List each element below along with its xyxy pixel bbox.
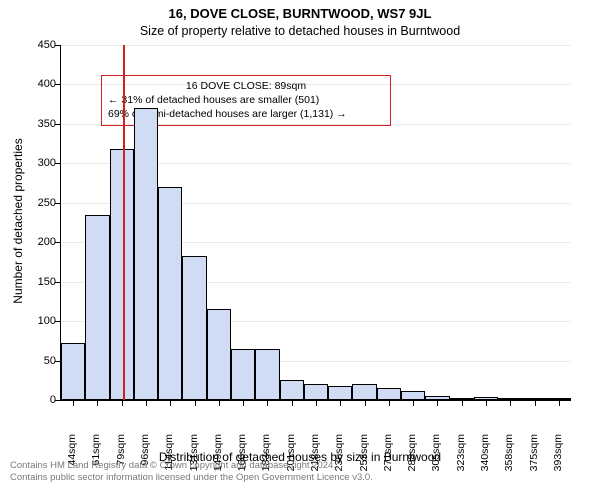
histogram-bar xyxy=(110,149,134,400)
histogram-bar xyxy=(328,386,352,400)
page: 16, DOVE CLOSE, BURNTWOOD, WS7 9JL Size … xyxy=(0,0,600,500)
x-tick xyxy=(170,400,171,406)
x-tick xyxy=(413,400,414,406)
page-subtitle: Size of property relative to detached ho… xyxy=(0,24,600,38)
x-tick xyxy=(243,400,244,406)
x-tick xyxy=(462,400,463,406)
x-tick xyxy=(146,400,147,406)
y-tick-label: 150 xyxy=(6,276,56,288)
credit-text: Contains HM Land Registry data © Crown c… xyxy=(10,460,373,484)
x-tick xyxy=(340,400,341,406)
credit-line-2: Contains public sector information licen… xyxy=(10,472,373,484)
histogram-bar xyxy=(85,215,109,400)
histogram-bar xyxy=(158,187,182,400)
gridline-y xyxy=(61,45,571,46)
x-tick xyxy=(267,400,268,406)
page-title: 16, DOVE CLOSE, BURNTWOOD, WS7 9JL xyxy=(0,6,600,21)
histogram-bar xyxy=(61,343,85,400)
x-tick xyxy=(510,400,511,406)
x-tick xyxy=(73,400,74,406)
y-tick-label: 50 xyxy=(6,355,56,367)
y-tick-label: 300 xyxy=(6,157,56,169)
x-tick xyxy=(559,400,560,406)
histogram-bar xyxy=(304,384,328,400)
histogram-plot: 16 DOVE CLOSE: 89sqm← 31% of detached ho… xyxy=(60,45,571,401)
x-tick xyxy=(316,400,317,406)
histogram-bar xyxy=(401,391,425,400)
annotation-line: ← 31% of detached houses are smaller (50… xyxy=(108,93,384,107)
y-tick-label: 0 xyxy=(6,394,56,406)
reference-line xyxy=(123,45,125,400)
x-tick xyxy=(535,400,536,406)
x-tick xyxy=(486,400,487,406)
y-tick-label: 350 xyxy=(6,118,56,130)
histogram-bar xyxy=(182,256,206,400)
x-tick xyxy=(219,400,220,406)
credit-line-1: Contains HM Land Registry data © Crown c… xyxy=(10,460,373,472)
annotation-line: 16 DOVE CLOSE: 89sqm xyxy=(108,79,384,93)
y-tick-label: 200 xyxy=(6,236,56,248)
x-tick xyxy=(292,400,293,406)
y-tick-label: 250 xyxy=(6,197,56,209)
x-tick xyxy=(389,400,390,406)
histogram-bar xyxy=(352,384,376,400)
histogram-bar xyxy=(377,388,401,400)
x-tick xyxy=(437,400,438,406)
y-tick-label: 100 xyxy=(6,315,56,327)
histogram-bar xyxy=(134,108,158,400)
y-tick-label: 450 xyxy=(6,39,56,51)
x-tick xyxy=(195,400,196,406)
y-axis-title: Number of detached properties xyxy=(11,111,25,331)
histogram-bar xyxy=(255,349,279,400)
histogram-bar xyxy=(207,309,231,400)
x-tick xyxy=(97,400,98,406)
x-tick xyxy=(365,400,366,406)
gridline-y xyxy=(61,84,571,85)
y-tick-label: 400 xyxy=(6,78,56,90)
histogram-bar xyxy=(280,380,304,400)
histogram-bar xyxy=(231,349,255,400)
x-tick xyxy=(122,400,123,406)
